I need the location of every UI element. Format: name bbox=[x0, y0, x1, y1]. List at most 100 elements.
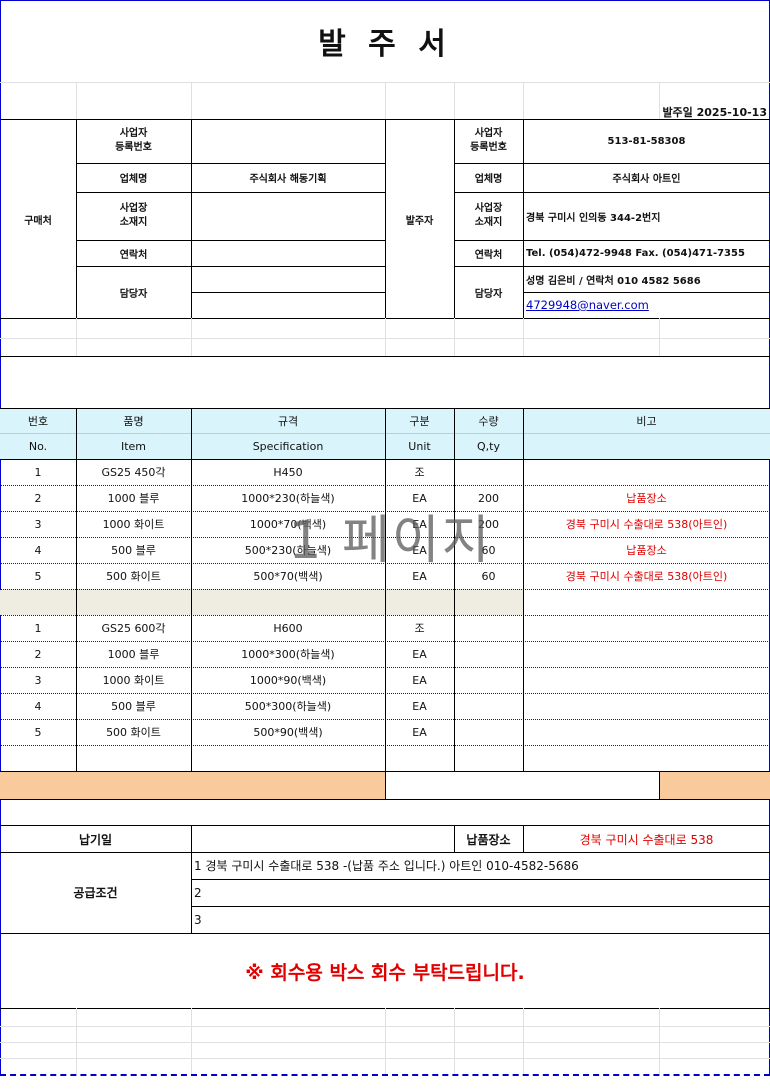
delivery-place-label: 납품장소 bbox=[466, 832, 511, 847]
terms-line-2: 2 bbox=[194, 885, 202, 900]
cell-qty bbox=[454, 615, 523, 641]
cell-unit: EA bbox=[412, 543, 427, 557]
buyer-contact-label: 연락처 bbox=[119, 249, 148, 261]
delivery-date-label: 납기일 bbox=[78, 832, 113, 847]
cell-no: 4 bbox=[34, 543, 42, 557]
supplier-address-value: 경북 구미시 인의동 344-2번지 bbox=[526, 212, 661, 224]
header-unit-ko: 구분 bbox=[409, 414, 430, 428]
buyer-contact-value bbox=[191, 240, 385, 266]
cell-item: 1000 블루 bbox=[107, 648, 160, 661]
cell-qty: 200 bbox=[478, 491, 499, 505]
delivery-date-value bbox=[191, 826, 454, 852]
header-no-ko: 번호 bbox=[27, 414, 49, 428]
buyer-company-label: 업체명 bbox=[119, 174, 148, 185]
cell-item: 1000 화이트 bbox=[102, 518, 165, 531]
header-note-ko: 비고 bbox=[636, 414, 657, 428]
cell-qty: 200 bbox=[478, 517, 499, 531]
supplier-manager-value: 성명 김은비 / 연락처 010 4582 5686 bbox=[526, 275, 701, 287]
buyer-manager-value bbox=[191, 266, 385, 292]
cell-unit: EA bbox=[412, 647, 427, 661]
cell-spec: 1000*70(백색) bbox=[249, 518, 327, 531]
cell-no: 4 bbox=[34, 699, 42, 713]
cell-qty: 60 bbox=[481, 543, 496, 557]
supplier-email-cell: 4729948@naver.com bbox=[523, 292, 770, 318]
cell-item: 500 화이트 bbox=[106, 570, 161, 583]
order-date: 발주일 2025-10-13 bbox=[662, 105, 767, 119]
page-title: 발 주 서 bbox=[318, 27, 452, 62]
supplier-reg-label: 사업자 등록번호 bbox=[470, 128, 507, 153]
cell-no: 1 bbox=[34, 465, 42, 479]
header-no-en: No. bbox=[28, 439, 48, 453]
cell-qty bbox=[454, 459, 523, 485]
cell-spec: 1000*90(백색) bbox=[249, 674, 327, 687]
header-spec-ko: 규격 bbox=[277, 414, 299, 428]
cell-qty bbox=[454, 719, 523, 745]
cell-no: 1 bbox=[34, 621, 42, 635]
cell-spec: 500*70(백색) bbox=[253, 570, 323, 583]
supplier-section-label: 발주자 bbox=[405, 215, 434, 227]
supplier-address-label: 사업장 소재지 bbox=[474, 203, 503, 228]
supplier-reg-value: 513-81-58308 bbox=[607, 135, 686, 147]
cell-item: 500 화이트 bbox=[106, 726, 161, 739]
cell-unit: EA bbox=[412, 725, 427, 739]
total-row-right bbox=[659, 772, 770, 799]
cell-unit: EA bbox=[412, 569, 427, 583]
buyer-address-label: 사업장 소재지 bbox=[119, 203, 148, 228]
cell-unit: EA bbox=[412, 491, 427, 505]
supplier-contact-label: 연락처 bbox=[474, 249, 503, 261]
cell-no: 5 bbox=[34, 725, 42, 739]
header-qty-ko: 수량 bbox=[478, 414, 499, 428]
cell-unit: 조 bbox=[414, 622, 425, 635]
cell-qty bbox=[454, 693, 523, 719]
cell-no: 3 bbox=[34, 673, 42, 687]
buyer-reg-value bbox=[191, 119, 385, 163]
cell-no: 2 bbox=[34, 647, 42, 661]
cell-spec: 500*90(백색) bbox=[253, 726, 323, 739]
cell-item: 1000 화이트 bbox=[102, 674, 165, 687]
supplier-company-value: 주식회사 아트인 bbox=[612, 174, 681, 185]
buyer-section-label: 구매처 bbox=[24, 215, 52, 227]
group-separator-row bbox=[0, 589, 523, 615]
cell-note bbox=[523, 459, 770, 485]
buyer-manager-label: 담당자 bbox=[119, 288, 148, 300]
cell-note bbox=[523, 693, 770, 719]
cell-note bbox=[523, 667, 770, 693]
header-spec-en: Specification bbox=[252, 439, 324, 453]
cell-qty bbox=[454, 641, 523, 667]
cell-no: 3 bbox=[34, 517, 42, 531]
cell-note: 납품장소 bbox=[626, 492, 667, 505]
cell-no: 5 bbox=[34, 569, 42, 583]
cell-note: 납품장소 bbox=[626, 544, 667, 557]
cell-unit: EA bbox=[412, 699, 427, 713]
cell-unit: EA bbox=[412, 517, 427, 531]
supplier-email-link[interactable]: 4729948@naver.com bbox=[526, 298, 649, 312]
delivery-place-value: 경북 구미시 수출대로 538 bbox=[579, 832, 714, 847]
cell-spec: 1000*300(하늘색) bbox=[241, 648, 335, 661]
supplier-contact-value: Tel. (054)472-9948 Fax. (054)471-7355 bbox=[526, 247, 745, 259]
total-row-left bbox=[0, 772, 385, 799]
cell-unit: 조 bbox=[414, 466, 425, 479]
cell-note bbox=[523, 615, 770, 641]
terms-label: 공급조건 bbox=[73, 886, 118, 900]
cell-qty bbox=[454, 667, 523, 693]
supplier-manager-label: 담당자 bbox=[474, 288, 503, 300]
cell-spec: 500*230(하늘색) bbox=[244, 544, 332, 557]
notice-message: ※ 회수용 박스 회수 부탁드립니다. bbox=[245, 961, 525, 984]
cell-no: 2 bbox=[34, 491, 42, 505]
header-item-ko: 품명 bbox=[123, 414, 144, 428]
cell-spec: H600 bbox=[273, 621, 303, 635]
cell-item: GS25 600각 bbox=[101, 622, 166, 635]
cell-spec: H450 bbox=[273, 465, 303, 479]
cell-note bbox=[523, 719, 770, 745]
terms-line-1: 1 경북 구미시 수출대로 538 -(납품 주소 입니다.) 아트인 010-… bbox=[194, 859, 579, 873]
cell-note bbox=[523, 641, 770, 667]
header-qty-en: Q,ty bbox=[477, 439, 500, 453]
cell-spec: 1000*230(하늘색) bbox=[241, 492, 335, 505]
cell-item: GS25 450각 bbox=[101, 466, 166, 479]
header-note-en bbox=[523, 433, 770, 459]
header-unit-en: Unit bbox=[408, 439, 431, 453]
header-item-en: Item bbox=[120, 439, 147, 453]
cell-item: 500 블루 bbox=[111, 700, 156, 713]
buyer-reg-label: 사업자 등록번호 bbox=[115, 128, 152, 153]
page-break-line bbox=[0, 1074, 770, 1076]
